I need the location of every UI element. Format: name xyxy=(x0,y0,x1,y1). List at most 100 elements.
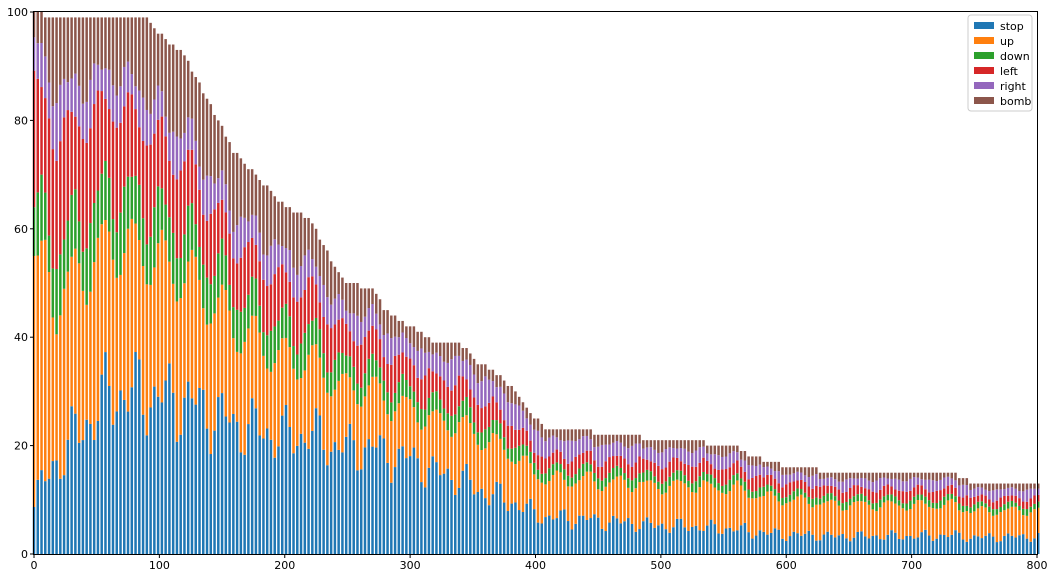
bar-segment-stop xyxy=(822,534,826,554)
bar-segment-down xyxy=(375,360,378,377)
bar-segment-left xyxy=(619,455,622,468)
bar-stack xyxy=(837,472,841,554)
bar-segment-up xyxy=(818,504,822,541)
bar-segment-bomb xyxy=(371,288,374,304)
bar-segment-right xyxy=(1018,491,1021,499)
bar-stack xyxy=(1010,483,1014,554)
bar-segment-up xyxy=(311,345,314,431)
bar-segment-down xyxy=(307,324,310,355)
bar-segment-bomb xyxy=(555,429,559,438)
bar-stack xyxy=(589,429,592,554)
bar-segment-right xyxy=(698,447,701,463)
bar-segment-left xyxy=(401,352,404,374)
bar-segment-down xyxy=(427,397,431,416)
bar-segment-right xyxy=(585,435,589,451)
bar-segment-left xyxy=(533,452,536,463)
bar-segment-left xyxy=(837,489,841,501)
bar-segment-down xyxy=(247,294,250,329)
bar-stack xyxy=(792,467,796,554)
bar-segment-up xyxy=(521,455,525,512)
bar-stack xyxy=(371,288,374,554)
bar-segment-bomb xyxy=(660,440,664,453)
bar-stack xyxy=(269,190,273,554)
bar-segment-stop xyxy=(153,386,156,554)
bar-segment-stop xyxy=(623,521,626,554)
bar-segment-right xyxy=(66,82,70,111)
bar-segment-bomb xyxy=(487,369,491,380)
bar-segment-left xyxy=(796,480,799,489)
bar-segment-bomb xyxy=(525,407,528,419)
bar-segment-stop xyxy=(243,454,246,554)
bar-stack xyxy=(668,440,671,554)
bar-segment-bomb xyxy=(107,17,111,70)
bar-segment-right xyxy=(724,456,728,470)
bar-segment-right xyxy=(269,245,273,285)
bar-segment-left xyxy=(988,499,991,507)
bar-segment-stop xyxy=(1010,535,1014,554)
bar-stack xyxy=(318,239,322,554)
bar-stack xyxy=(205,98,209,554)
bar-segment-bomb xyxy=(420,331,423,349)
bar-segment-left xyxy=(420,379,423,410)
bar-segment-down xyxy=(751,491,754,499)
bar-segment-up xyxy=(698,487,701,531)
bar-segment-bomb xyxy=(578,429,581,440)
bar-segment-right xyxy=(566,440,570,464)
bar-segment-up xyxy=(510,461,513,504)
bar-segment-up xyxy=(85,304,88,420)
bar-segment-up xyxy=(683,483,686,528)
bar-segment-down xyxy=(198,246,201,280)
bar-segment-bomb xyxy=(265,185,269,256)
bar-stack xyxy=(747,456,750,554)
bar-segment-right xyxy=(642,448,645,459)
bar-segment-up xyxy=(390,421,393,483)
bar-segment-right xyxy=(190,118,194,150)
bar-segment-left xyxy=(645,459,649,470)
bar-segment-bomb xyxy=(469,353,472,365)
bar-segment-up xyxy=(709,483,713,520)
bar-segment-down xyxy=(867,500,871,505)
bar-segment-down xyxy=(337,352,340,381)
bar-segment-up xyxy=(341,373,344,453)
bar-segment-down xyxy=(672,472,675,481)
bar-segment-stop xyxy=(683,527,686,554)
bar-segment-down xyxy=(826,493,829,502)
bar-segment-down xyxy=(179,258,182,299)
bar-segment-down xyxy=(1014,502,1017,507)
bar-segment-right xyxy=(107,69,111,110)
bar-segment-bomb xyxy=(81,17,85,104)
bar-segment-down xyxy=(130,176,134,219)
bar-segment-down xyxy=(119,212,122,275)
bar-segment-stop xyxy=(484,498,487,554)
bar-segment-bomb xyxy=(375,293,378,314)
bar-segment-right xyxy=(134,86,137,110)
bar-segment-stop xyxy=(47,478,51,554)
bar-segment-bomb xyxy=(243,163,246,218)
bar-segment-bomb xyxy=(642,440,645,449)
bar-segment-stop xyxy=(213,430,216,554)
bar-segment-stop xyxy=(1037,532,1040,554)
bar-segment-right xyxy=(514,404,517,430)
bar-segment-down xyxy=(145,244,149,285)
bar-segment-right xyxy=(615,441,619,456)
bar-segment-right xyxy=(706,453,709,461)
bar-stack xyxy=(916,472,920,554)
bar-segment-stop xyxy=(863,536,867,554)
bar-segment-down xyxy=(815,497,818,505)
bar-segment-up xyxy=(566,486,570,522)
bar-segment-down xyxy=(533,462,536,475)
bar-segment-left xyxy=(946,485,950,495)
bar-segment-stop xyxy=(250,398,254,554)
bar-segment-right xyxy=(822,478,826,486)
bar-stack xyxy=(104,17,107,554)
bar-segment-left xyxy=(766,474,769,485)
bar-stack xyxy=(243,163,246,554)
bar-stack xyxy=(514,391,517,554)
bar-segment-right xyxy=(611,442,615,457)
legend-label-stop: stop xyxy=(1000,20,1024,33)
bar-segment-stop xyxy=(506,511,510,554)
bar-segment-left xyxy=(450,390,453,416)
legend-label-left: left xyxy=(1000,65,1019,78)
bar-segment-down xyxy=(386,392,389,415)
bar-stack xyxy=(927,472,931,554)
